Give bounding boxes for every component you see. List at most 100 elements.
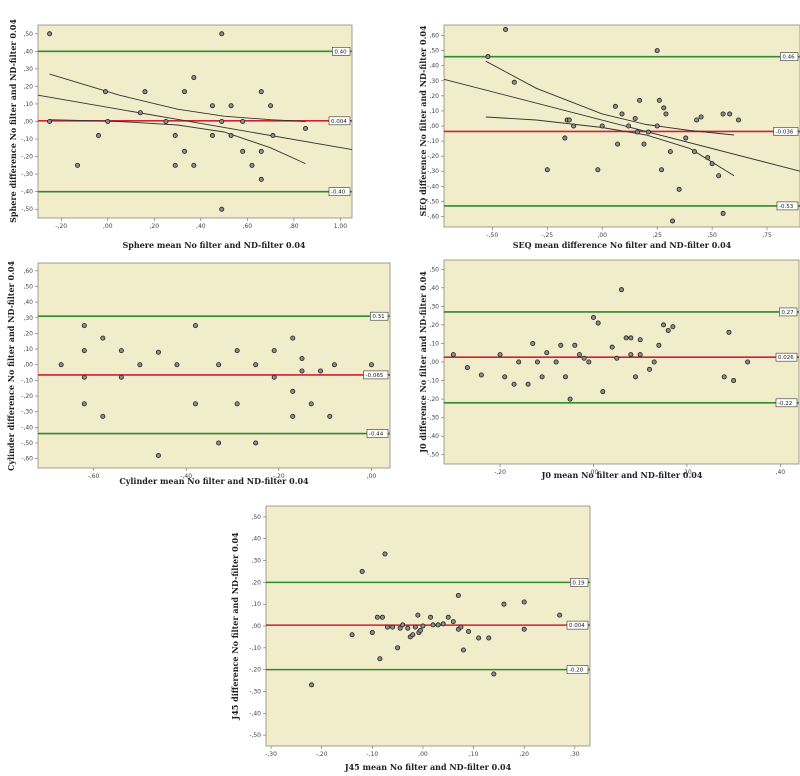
data-point (705, 155, 711, 161)
data-point (539, 374, 545, 380)
data-point (581, 355, 587, 361)
x-axis-label: SEQ mean difference No filter and ND-fil… (513, 240, 732, 250)
y-tick-label: -,10 (21, 136, 33, 143)
data-point (270, 133, 276, 139)
data-point (253, 440, 259, 446)
data-point (727, 111, 733, 117)
data-point (58, 362, 64, 368)
data-point (698, 114, 704, 120)
data-point (656, 97, 662, 103)
data-point (163, 119, 169, 125)
data-point (174, 362, 180, 368)
data-point (417, 627, 423, 633)
x-tick-label: ,60 (243, 223, 253, 230)
data-point (271, 348, 277, 354)
chart-cylinder: ,60 ,50 ,40 ,30 ,20 ,10 ,00 -,10 -,20 -,30 -,40 -,5… (6, 261, 391, 486)
data-point (420, 623, 426, 629)
y-axis-label: Sphere difference No filter and ND-filte… (8, 19, 18, 223)
data-point (209, 133, 215, 139)
y-tick-label: -,50 (427, 452, 439, 459)
reference-line-label: 0.27 (781, 310, 794, 316)
data-point (318, 368, 324, 374)
data-point (654, 123, 660, 129)
y-tick-label: ,10 (429, 108, 439, 115)
y-tick-label: ,00 (429, 359, 439, 366)
reference-tag-box (776, 201, 799, 211)
data-point (595, 167, 601, 173)
y-tick-label: ,00 (23, 362, 33, 369)
y-tick-label: -,20 (249, 667, 261, 674)
data-point (562, 374, 568, 380)
data-point (216, 362, 222, 368)
x-tick-label: 1,00 (334, 223, 348, 230)
data-point (612, 103, 618, 109)
data-point (614, 355, 620, 361)
data-point (503, 27, 509, 33)
data-point (557, 612, 563, 618)
y-tick-label: -,60 (21, 456, 33, 463)
data-point (331, 362, 337, 368)
x-tick-label: ,10 (469, 751, 479, 758)
data-point (349, 632, 355, 638)
data-point (694, 117, 700, 123)
reference-tag-box (332, 47, 351, 56)
data-point (661, 105, 667, 111)
y-tick-label: -,40 (427, 183, 439, 190)
plot-area (443, 259, 800, 465)
data-point (100, 335, 106, 341)
data-point (290, 335, 296, 341)
data-point (219, 206, 225, 212)
data-point (395, 645, 401, 651)
data-point (663, 111, 669, 117)
data-point (155, 349, 161, 355)
reference-line-label: 0.026 (778, 355, 794, 361)
x-tick-label: ,80 (289, 223, 299, 230)
data-point (670, 218, 676, 224)
data-point (105, 119, 111, 125)
y-tick-label: ,00 (251, 623, 261, 630)
x-axis-label: Sphere mean No filter and ND-filter 0.04 (122, 240, 305, 250)
x-tick-label: -,20 (55, 223, 67, 230)
data-point (290, 388, 296, 394)
data-point (656, 342, 662, 348)
data-point (497, 352, 503, 358)
x-tick-label: -,30 (265, 751, 277, 758)
data-point (628, 352, 634, 358)
y-tick-label: -,40 (427, 433, 439, 440)
data-point (476, 635, 482, 641)
y-tick-label: -,10 (21, 377, 33, 384)
fit-line (485, 116, 735, 177)
y-tick-label: ,40 (429, 285, 439, 292)
fit-line (485, 60, 735, 136)
data-point (299, 355, 305, 361)
data-point (553, 359, 559, 365)
data-point (142, 89, 148, 95)
data-point (271, 374, 277, 380)
data-point (623, 335, 629, 341)
data-point (302, 126, 308, 132)
reference-tag-box (780, 52, 799, 61)
data-point (626, 123, 632, 129)
y-tick-label: ,30 (251, 558, 261, 565)
y-tick-label: ,60 (429, 33, 439, 40)
data-point (258, 89, 264, 95)
data-point (228, 133, 234, 139)
data-point (544, 350, 550, 356)
data-point (637, 97, 643, 103)
reference-line-label: 0.19 (572, 580, 585, 586)
reference-tag-box (366, 429, 389, 438)
data-point (258, 176, 264, 182)
reference-line-label: 0.40 (334, 49, 347, 55)
data-point (192, 323, 198, 329)
data-point (634, 129, 640, 135)
data-point (234, 401, 240, 407)
x-tick-label: ,30 (570, 751, 580, 758)
data-point (516, 359, 522, 365)
y-tick-label: -,20 (21, 393, 33, 400)
chart-j45: ,50 ,40 ,30 ,20 ,10 ,00 -,10 -,20 -,30 -,40 -,50 -,… (230, 505, 591, 772)
y-tick-label: ,40 (23, 48, 33, 55)
reference-line-label: -0.44 (369, 432, 384, 438)
data-point (137, 110, 143, 116)
data-point (641, 141, 647, 147)
reference-tag-box (566, 620, 589, 630)
